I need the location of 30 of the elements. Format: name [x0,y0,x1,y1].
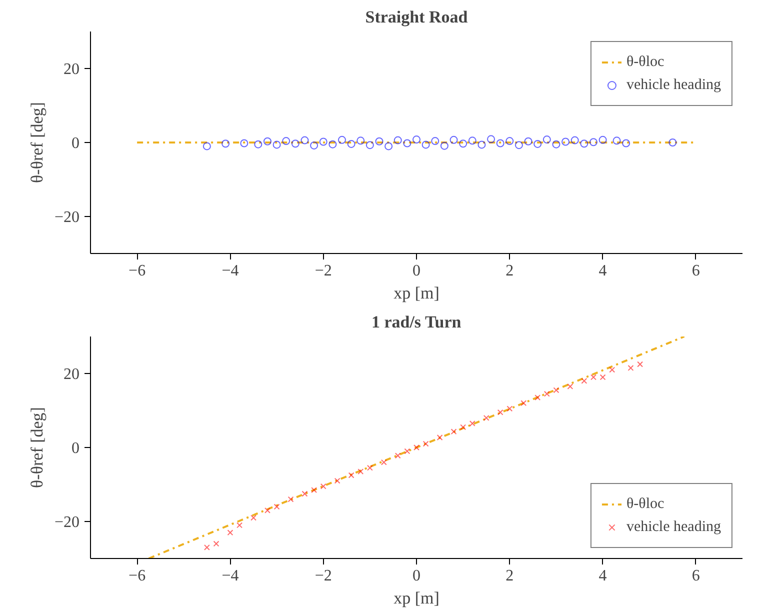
x-tick-label: 2 [506,568,514,584]
x-tick-label: 0 [412,568,420,584]
legend-label: vehicle heading [626,518,721,536]
x-tick-label: −2 [314,568,332,584]
x-tick-label: 6 [692,262,700,280]
x-axis-title: xp [m] [394,284,440,302]
y-tick-label: 0 [72,440,80,457]
x-tick-label: −4 [222,262,239,280]
x-tick-label: 4 [598,568,607,584]
x-tick-label: −4 [222,568,239,584]
x-axis-title: xp [m] [394,588,440,608]
chart-title: Straight Road [365,8,468,26]
legend-label: θ-θloc [626,54,664,70]
x-tick-label: 4 [598,262,607,280]
legend-label: θ-θloc [626,496,664,512]
y-tick-label: 20 [64,61,80,78]
x-tick-label: 0 [412,262,420,280]
y-axis-title: θ-θref [deg] [27,407,46,488]
y-axis-title: θ-θref [deg] [27,102,46,183]
chart-title: 1 rad/s Turn [371,312,462,332]
x-tick-label: 6 [692,568,700,584]
legend-label: vehicle heading [626,76,721,94]
x-tick-label: 2 [506,262,514,280]
y-tick-label: −20 [54,514,80,531]
x-tick-label: −6 [128,568,146,584]
y-tick-label: 0 [72,135,80,152]
y-tick-label: 20 [64,366,80,383]
x-tick-label: −2 [314,262,332,280]
x-tick-label: −6 [128,262,146,280]
y-tick-label: −20 [54,209,80,226]
